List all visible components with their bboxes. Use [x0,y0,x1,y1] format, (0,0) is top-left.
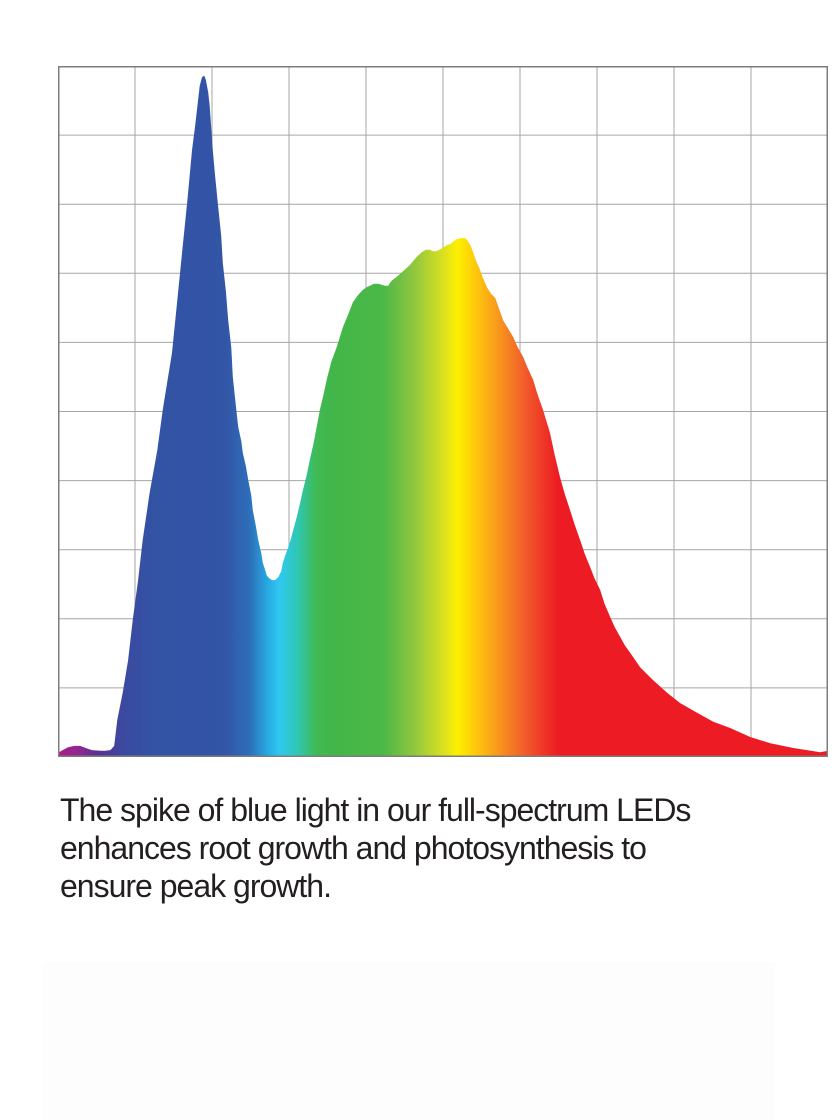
spectrum-chart-svg [58,66,828,757]
caption-line-2: enhances root growth and photosynthesis … [60,830,647,866]
chart-caption: The spike of blue light in our full-spec… [60,791,805,905]
caption-line-1: The spike of blue light in our full-spec… [60,792,691,828]
sheet-background [43,962,775,1120]
spectrum-chart [58,66,828,757]
caption-line-3: ensure peak growth. [60,868,332,904]
